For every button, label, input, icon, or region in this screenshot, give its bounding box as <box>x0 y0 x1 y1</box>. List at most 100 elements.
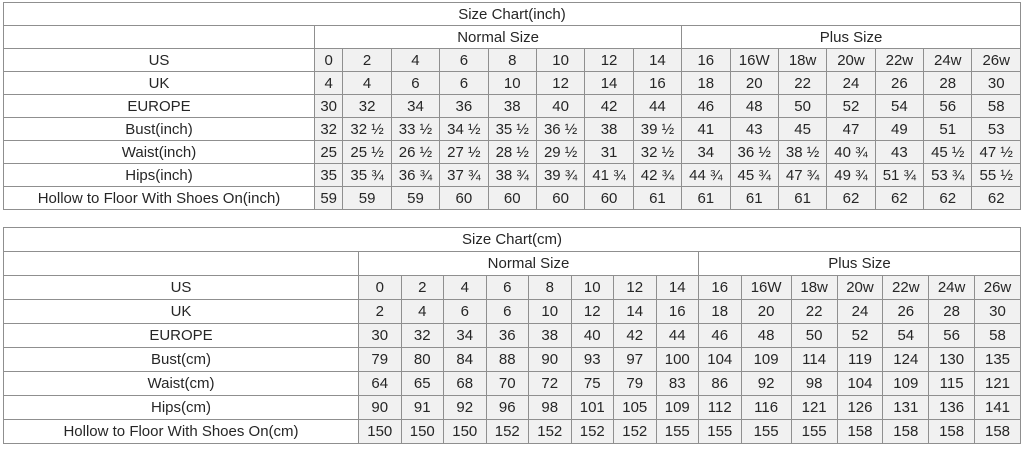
size-value-cell: 115 <box>928 371 976 396</box>
group-header-plus-size: Plus Size <box>681 25 1021 49</box>
size-value-cell: 83 <box>655 371 699 396</box>
size-value-cell: 8 <box>487 48 537 72</box>
size-value-cell: 28 <box>928 299 976 324</box>
row-label: Hollow to Floor With Shoes On(cm) <box>3 419 359 444</box>
size-value-cell: 152 <box>528 419 572 444</box>
size-value-cell: 38 <box>487 94 537 118</box>
size-value-cell: 116 <box>740 395 792 420</box>
size-value-cell: 14 <box>632 48 683 72</box>
size-value-cell: 20 <box>740 299 792 324</box>
size-value-cell: 130 <box>928 347 976 372</box>
size-value-cell: 61 <box>681 186 731 210</box>
size-value-cell: 4 <box>313 71 344 95</box>
size-value-cell: 6 <box>390 71 441 95</box>
size-value-cell: 49 ¾ <box>826 163 876 187</box>
size-value-cell: 20w <box>836 275 884 300</box>
size-value-cell: 6 <box>485 275 529 300</box>
size-value-cell: 62 <box>826 186 876 210</box>
size-value-cell: 150 <box>400 419 444 444</box>
size-value-cell: 25 ½ <box>342 140 392 164</box>
size-value-cell: 53 ¾ <box>923 163 973 187</box>
size-value-cell: 22w <box>882 275 930 300</box>
size-value-cell: 35 ¾ <box>342 163 392 187</box>
size-value-cell: 4 <box>342 71 392 95</box>
size-value-cell: 20w <box>826 48 876 72</box>
row-label: EUROPE <box>3 94 315 118</box>
size-value-cell: 109 <box>740 347 792 372</box>
size-charts-container: Size Chart(inch) Normal Size Plus Size U… <box>3 2 1021 444</box>
size-value-cell: 20 <box>729 71 779 95</box>
size-value-cell: 24 <box>836 299 884 324</box>
size-value-cell: 31 <box>584 140 634 164</box>
size-value-cell: 135 <box>974 347 1021 372</box>
size-value-cell: 50 <box>777 94 828 118</box>
size-value-cell: 43 <box>729 117 779 141</box>
size-value-cell: 141 <box>974 395 1021 420</box>
size-value-cell: 34 ½ <box>439 117 489 141</box>
table-row: UK 2 4 6 6 10 12 14 16 18 20 22 24 26 28 30 <box>3 299 1021 324</box>
size-value-cell: 52 <box>826 94 876 118</box>
size-value-cell: 84 <box>443 347 487 372</box>
size-value-cell: 22 <box>777 71 828 95</box>
table-row: UK 4 4 6 6 10 12 14 16 18 20 22 24 26 28 30 <box>3 71 1021 95</box>
size-value-cell: 90 <box>358 395 402 420</box>
size-value-cell: 52 <box>836 323 884 348</box>
size-value-cell: 64 <box>358 371 402 396</box>
size-value-cell: 10 <box>487 71 537 95</box>
size-value-cell: 40 ¾ <box>826 140 876 164</box>
table-row: Bust(inch) 32 32 ½ 33 ½ 34 ½ 35 ½ 36 ½ 38 39 ½ 41… <box>3 117 1021 141</box>
size-value-cell: 32 ½ <box>632 140 683 164</box>
size-value-cell: 6 <box>439 71 489 95</box>
size-value-cell: 39 ½ <box>632 117 683 141</box>
size-value-cell: 38 ¾ <box>487 163 537 187</box>
size-value-cell: 150 <box>358 419 402 444</box>
size-value-cell: 6 <box>485 299 529 324</box>
size-value-cell: 45 ¾ <box>729 163 779 187</box>
size-value-cell: 152 <box>570 419 614 444</box>
size-value-cell: 10 <box>528 299 572 324</box>
size-value-cell: 12 <box>535 71 586 95</box>
size-value-cell: 100 <box>655 347 699 372</box>
size-value-cell: 41 <box>681 117 731 141</box>
size-value-cell: 152 <box>485 419 529 444</box>
size-value-cell: 12 <box>570 299 614 324</box>
size-value-cell: 72 <box>528 371 572 396</box>
size-value-cell: 14 <box>655 275 699 300</box>
row-label: Waist(inch) <box>3 140 315 164</box>
size-value-cell: 46 <box>698 323 742 348</box>
size-value-cell: 10 <box>535 48 586 72</box>
size-value-cell: 28 <box>923 71 973 95</box>
corner-cell <box>3 251 359 276</box>
size-value-cell: 32 <box>400 323 444 348</box>
size-chart-cm-table: Size Chart(cm) Normal Size Plus Size US 0… <box>3 227 1021 444</box>
size-value-cell: 32 <box>313 117 344 141</box>
size-value-cell: 93 <box>570 347 614 372</box>
size-value-cell: 104 <box>698 347 742 372</box>
size-value-cell: 158 <box>928 419 976 444</box>
group-header-plus-size: Plus Size <box>698 251 1021 276</box>
size-value-cell: 48 <box>729 94 779 118</box>
size-value-cell: 22w <box>874 48 925 72</box>
size-value-cell: 44 <box>655 323 699 348</box>
size-value-cell: 26 <box>874 71 925 95</box>
size-value-cell: 152 <box>613 419 657 444</box>
size-value-cell: 98 <box>528 395 572 420</box>
size-value-cell: 4 <box>443 275 487 300</box>
size-value-cell: 45 ½ <box>923 140 973 164</box>
size-value-cell: 28 ½ <box>487 140 537 164</box>
size-value-cell: 30 <box>358 323 402 348</box>
size-value-cell: 58 <box>974 323 1021 348</box>
row-label: US <box>3 275 359 300</box>
size-value-cell: 158 <box>974 419 1021 444</box>
size-value-cell: 109 <box>882 371 930 396</box>
size-value-cell: 92 <box>443 395 487 420</box>
size-value-cell: 22 <box>790 299 838 324</box>
size-value-cell: 26 <box>882 299 930 324</box>
size-value-cell: 32 ½ <box>342 117 392 141</box>
size-value-cell: 39 ¾ <box>535 163 586 187</box>
size-value-cell: 14 <box>584 71 634 95</box>
size-value-cell: 155 <box>655 419 699 444</box>
size-value-cell: 51 ¾ <box>874 163 925 187</box>
table-row: EUROPE 30 32 34 36 38 40 42 44 46 48 50 52 54 56 58 <box>3 94 1021 118</box>
